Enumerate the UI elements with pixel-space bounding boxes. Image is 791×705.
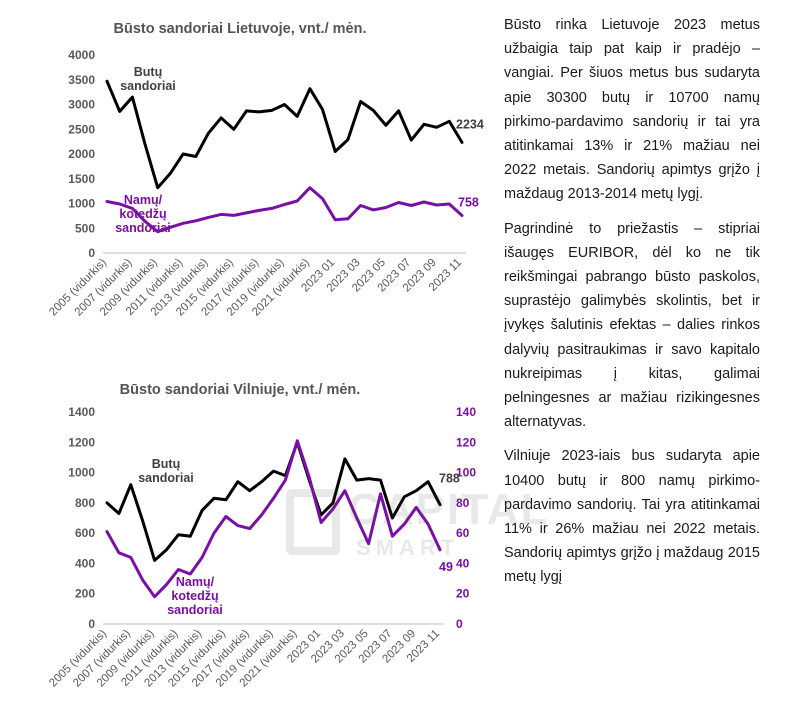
y-tick-label: 1400: [68, 405, 95, 419]
y-tick-label: 4000: [68, 48, 95, 62]
y2-tick-label: 20: [456, 587, 470, 601]
series-annotation-label: Namų/: [124, 193, 163, 207]
y2-tick-label: 120: [456, 435, 476, 449]
y-tick-label: 1500: [68, 172, 95, 186]
series-line: [105, 440, 442, 562]
y2-tick-label: 100: [456, 466, 476, 480]
y-tick-label: 400: [75, 556, 95, 570]
y-tick-label: 2500: [68, 122, 95, 136]
y-tick-label: 2000: [68, 147, 95, 161]
y-tick-label: 1000: [68, 466, 95, 480]
chart-title: Būsto sandoriai Lietuvoje, vnt./ mėn.: [113, 21, 367, 37]
y-tick-label: 1200: [68, 435, 95, 449]
end-value-label: 788: [439, 472, 460, 486]
end-value-label: 49: [439, 560, 453, 574]
y-tick-label: 200: [75, 587, 95, 601]
series-annotation-label: Namų/: [176, 575, 215, 589]
y-tick-label: 3000: [68, 98, 95, 112]
y2-tick-label: 60: [456, 526, 470, 540]
series-annotation-label: Butų: [134, 65, 162, 79]
commentary-text: Būsto rinka Lietuvoje 2023 metus užbaigi…: [504, 13, 760, 600]
series-annotation-label: sandoriai: [167, 603, 223, 617]
y-tick-label: 800: [75, 496, 95, 510]
chart-lithuania: Būsto sandoriai Lietuvoje, vnt./ mėn. 0 5…: [0, 0, 484, 360]
series-line: [105, 79, 464, 190]
y-tick-label: 0: [88, 246, 95, 260]
series-annotation-label: sandoriai: [115, 221, 171, 235]
end-value-label: 758: [458, 195, 479, 209]
y-tick-label: 500: [75, 221, 95, 235]
series-annotation-label: kotedžų: [119, 207, 166, 221]
y-tick-label: 600: [75, 526, 95, 540]
series-annotation-label: sandoriai: [120, 79, 176, 93]
series-line: [105, 439, 442, 599]
series-line: [105, 186, 464, 234]
paragraph-market-summary: Būsto rinka Lietuvoje 2023 metus užbaigi…: [504, 17, 760, 203]
y2-tick-label: 140: [456, 405, 476, 419]
y-tick-label: 1000: [68, 197, 95, 211]
end-value-label: 2234: [456, 117, 484, 131]
paragraph-vilnius-summary: Vilniuje 2023-iais bus sudaryta apie 104…: [504, 448, 760, 586]
series-annotation-label: sandoriai: [138, 471, 194, 485]
y2-tick-label: 80: [456, 496, 470, 510]
series-annotation-label: Butų: [152, 457, 180, 471]
y-tick-label: 3500: [68, 73, 95, 87]
y2-tick-label: 40: [456, 556, 470, 570]
chart-title: Būsto sandoriai Vilniuje, vnt./ mėn.: [119, 382, 361, 398]
chart-vilnius-plot: 0 200 400 600 800 1000 1200 1400 0 20 40 60 80 100 120…: [47, 405, 476, 689]
paragraph-euribor-reason: Pagrindinė to priežastis – stipriai išau…: [504, 220, 760, 431]
chart-vilnius: Būsto sandoriai Vilniuje, vnt./ mėn. 0 20…: [0, 370, 480, 705]
y-tick-label: 0: [88, 617, 95, 631]
y2-tick-label: 0: [456, 617, 463, 631]
series-annotation-label: kotedžų: [171, 589, 218, 603]
